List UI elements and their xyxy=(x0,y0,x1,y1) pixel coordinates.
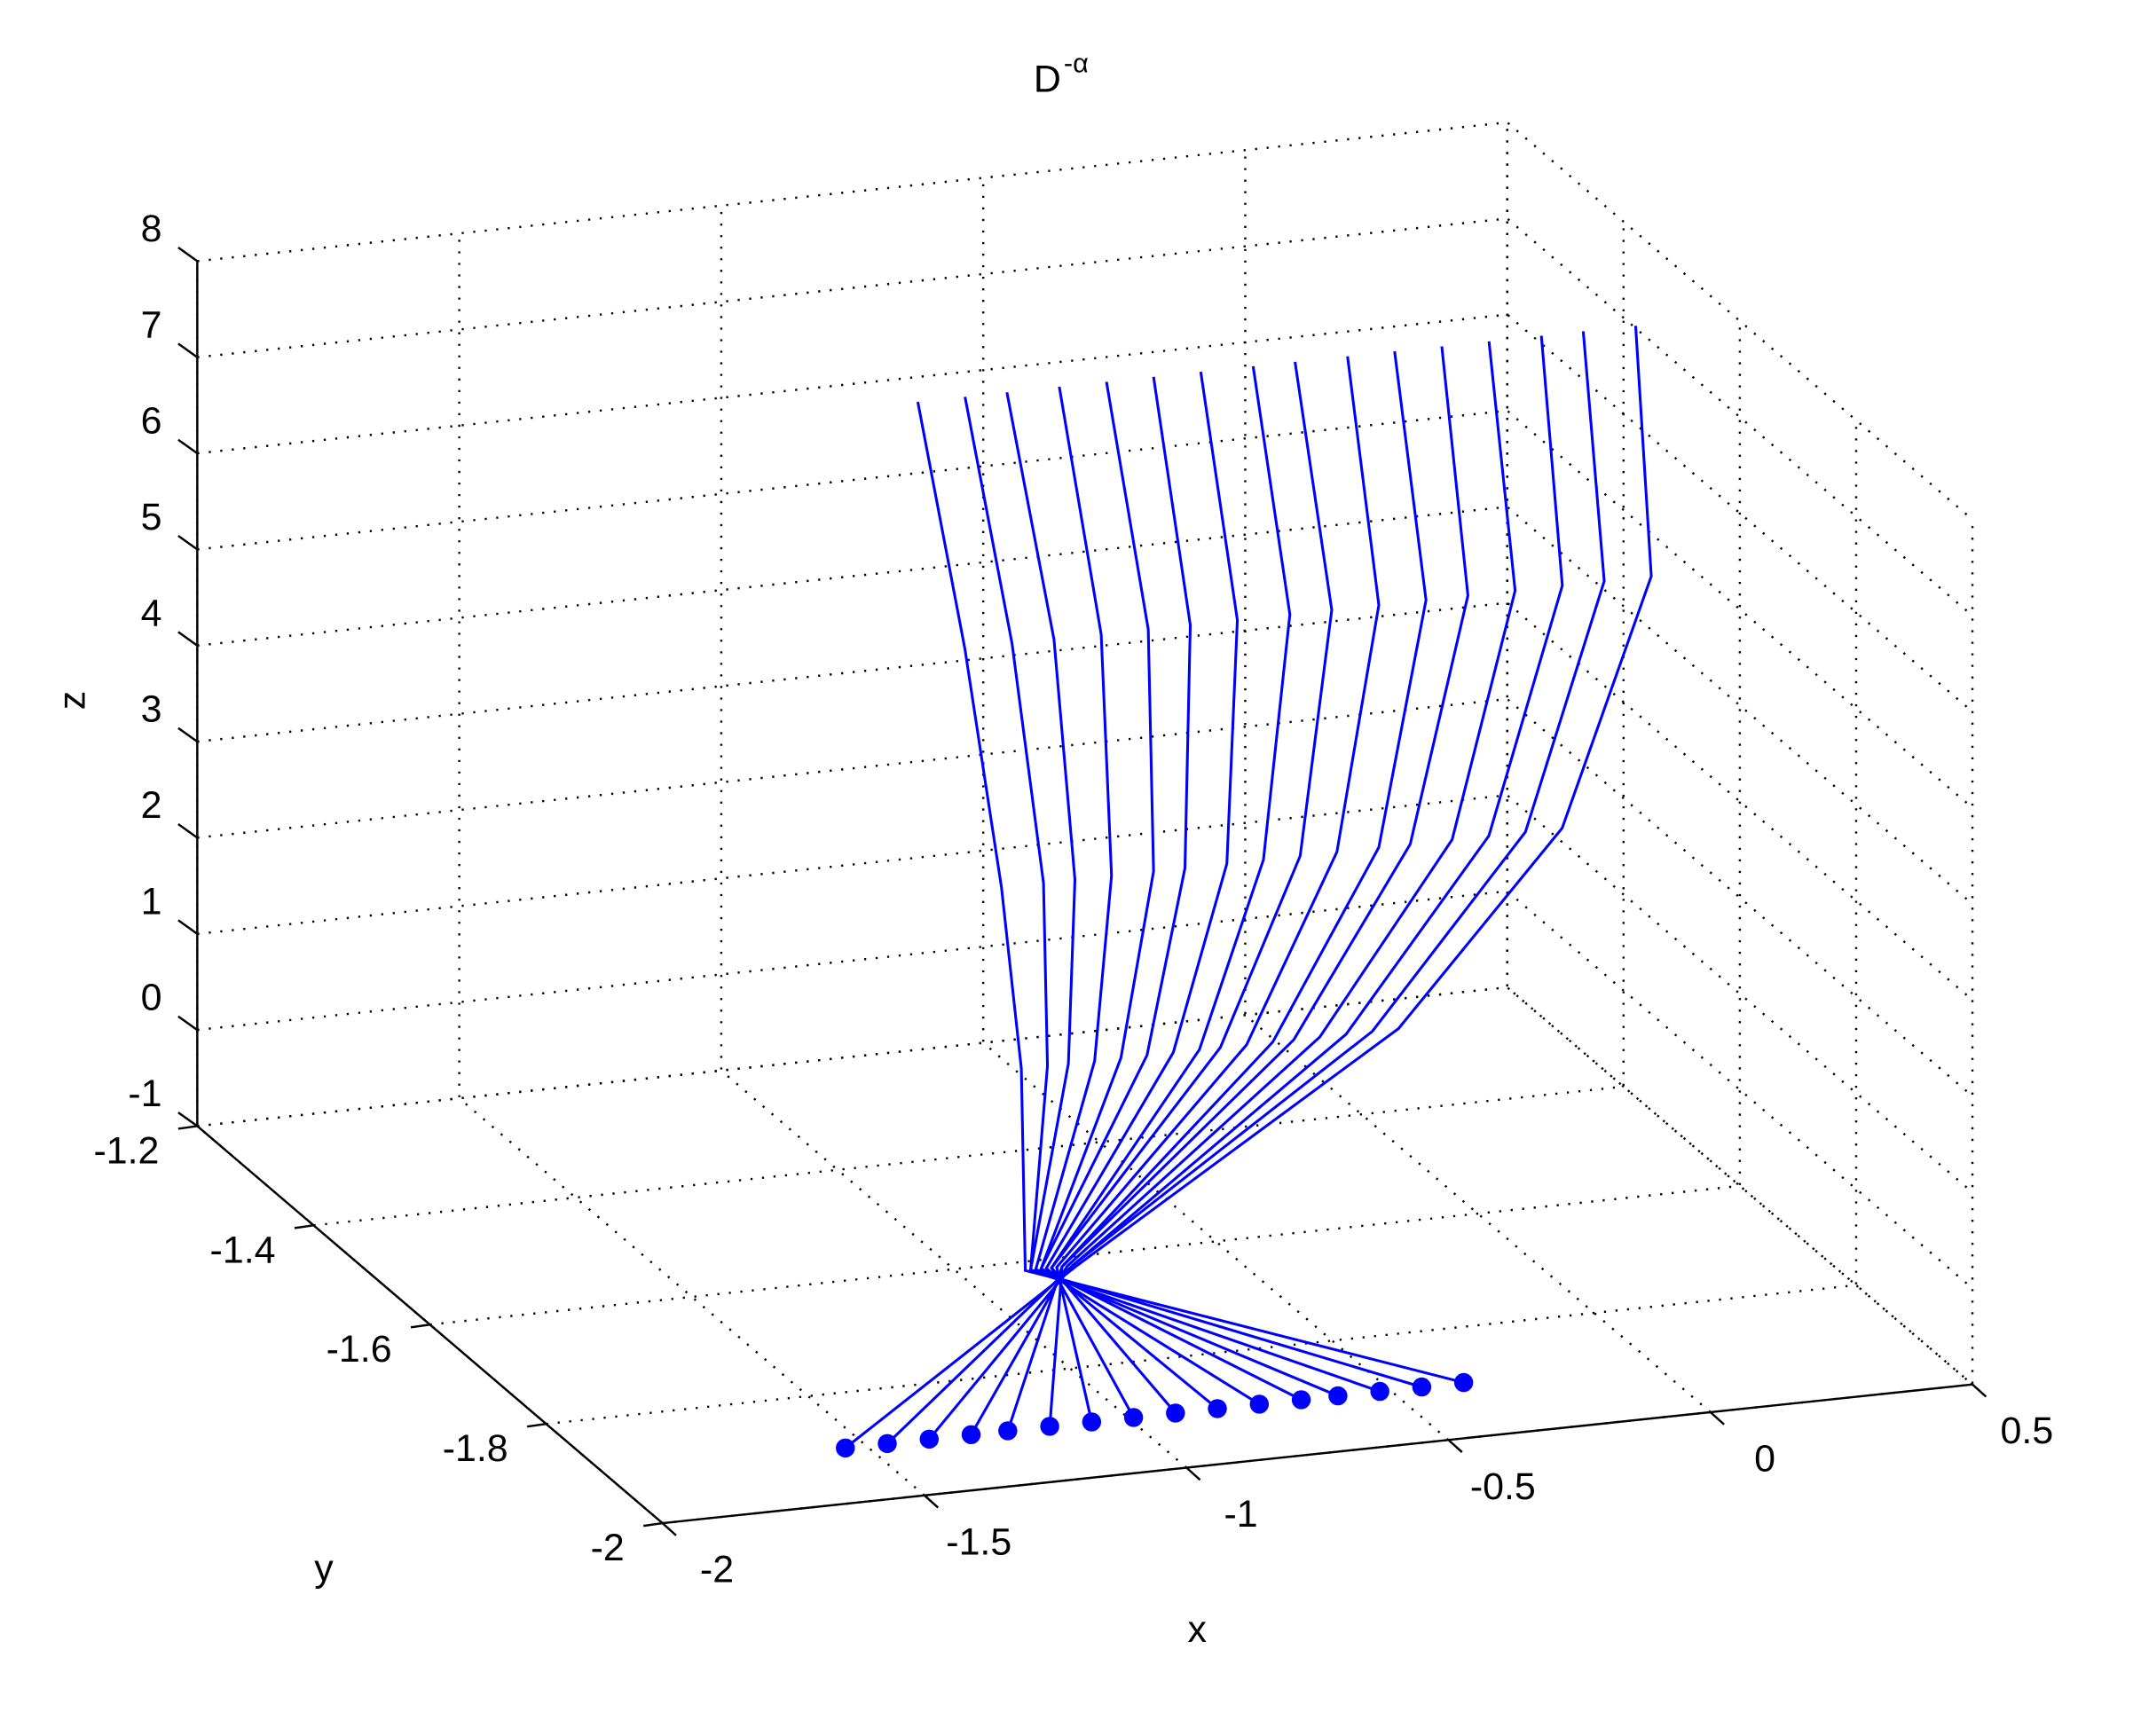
z-tick xyxy=(177,727,199,743)
z-tick xyxy=(177,247,199,263)
curve xyxy=(970,341,1517,1436)
curve xyxy=(1044,371,1240,1410)
x-axis-line xyxy=(662,1383,1973,1525)
x-tick xyxy=(1447,1439,1463,1453)
x-tick xyxy=(1185,1466,1201,1481)
y-tick xyxy=(410,1324,430,1329)
y-tick-label: -1.8 xyxy=(443,1427,508,1470)
y-tick-label: -1.6 xyxy=(327,1328,392,1371)
z-tick-label: 7 xyxy=(141,303,162,346)
z-tick xyxy=(177,438,199,455)
z-tick-label: 8 xyxy=(141,208,162,250)
z-tick xyxy=(177,631,199,647)
z-axis-label: z xyxy=(51,691,94,710)
curve xyxy=(1039,376,1261,1406)
z-tick xyxy=(177,342,199,358)
curve xyxy=(1039,381,1303,1402)
curve xyxy=(1050,361,1334,1418)
y-tick xyxy=(526,1422,547,1428)
x-tick-label: 0 xyxy=(1754,1438,1775,1481)
x-tick-label: -1 xyxy=(1224,1493,1257,1536)
x-tick-label: -0.5 xyxy=(1470,1465,1536,1508)
curve-base-marker xyxy=(1082,1412,1102,1432)
curve-base-marker xyxy=(1291,1390,1311,1410)
z-tick-label: 6 xyxy=(141,400,162,443)
y-tick-label: -1.4 xyxy=(210,1229,276,1271)
curve-base-marker xyxy=(1328,1386,1348,1406)
x-tick-label: -1.5 xyxy=(946,1520,1011,1563)
curve-base-marker xyxy=(919,1429,940,1449)
curve-base-marker xyxy=(1412,1377,1432,1397)
curve-base-marker xyxy=(1123,1408,1144,1427)
curve-base-marker xyxy=(1453,1372,1474,1393)
x-tick xyxy=(1972,1383,1987,1398)
curve-base-marker xyxy=(1040,1417,1059,1436)
curve-base-marker xyxy=(1166,1403,1185,1423)
curve xyxy=(844,326,1653,1449)
y-axis-label: y xyxy=(314,1547,334,1590)
curve-base-marker xyxy=(1370,1381,1389,1402)
chart-title-superscript: -α xyxy=(1064,49,1089,79)
z-tick-label: -1 xyxy=(128,1072,161,1115)
curve xyxy=(1050,365,1292,1414)
z-tick xyxy=(177,823,199,839)
curve-base-marker xyxy=(998,1421,1018,1441)
curve-base-marker xyxy=(1208,1399,1227,1418)
z-tick-label: 4 xyxy=(141,592,162,634)
z-tick-label: 3 xyxy=(141,688,162,731)
x-tick-label: 0.5 xyxy=(2001,1410,2054,1452)
x-tick xyxy=(924,1494,940,1509)
curve xyxy=(1006,346,1469,1432)
curve xyxy=(886,331,1606,1445)
y-tick-label: -2 xyxy=(591,1527,625,1569)
y-tick-label: -1.2 xyxy=(93,1129,159,1172)
curve-base-marker xyxy=(1249,1394,1270,1414)
z-tick-label: 0 xyxy=(141,977,162,1019)
y-tick xyxy=(643,1521,663,1528)
z-tick-label: 5 xyxy=(141,496,162,538)
curve xyxy=(1055,356,1381,1423)
x-axis-label: x xyxy=(1187,1608,1206,1651)
curve xyxy=(964,397,1422,1389)
curve-base-marker xyxy=(836,1438,855,1458)
z-tick-label: 2 xyxy=(141,784,162,827)
curve-base-marker xyxy=(961,1425,981,1445)
z-tick xyxy=(177,1112,199,1127)
z-tick-label: 1 xyxy=(141,880,162,923)
curve xyxy=(928,335,1564,1441)
y-tick xyxy=(294,1224,314,1229)
x-tick xyxy=(1709,1411,1725,1426)
curve xyxy=(1048,350,1428,1427)
y-tick xyxy=(177,1125,198,1130)
z-tick xyxy=(177,919,199,935)
z-tick xyxy=(177,1015,199,1032)
chart-title: D xyxy=(1034,58,1061,100)
x-tick xyxy=(661,1522,677,1536)
z-tick xyxy=(177,535,199,551)
x-tick-label: -2 xyxy=(700,1549,734,1591)
curve-base-marker xyxy=(878,1434,897,1454)
